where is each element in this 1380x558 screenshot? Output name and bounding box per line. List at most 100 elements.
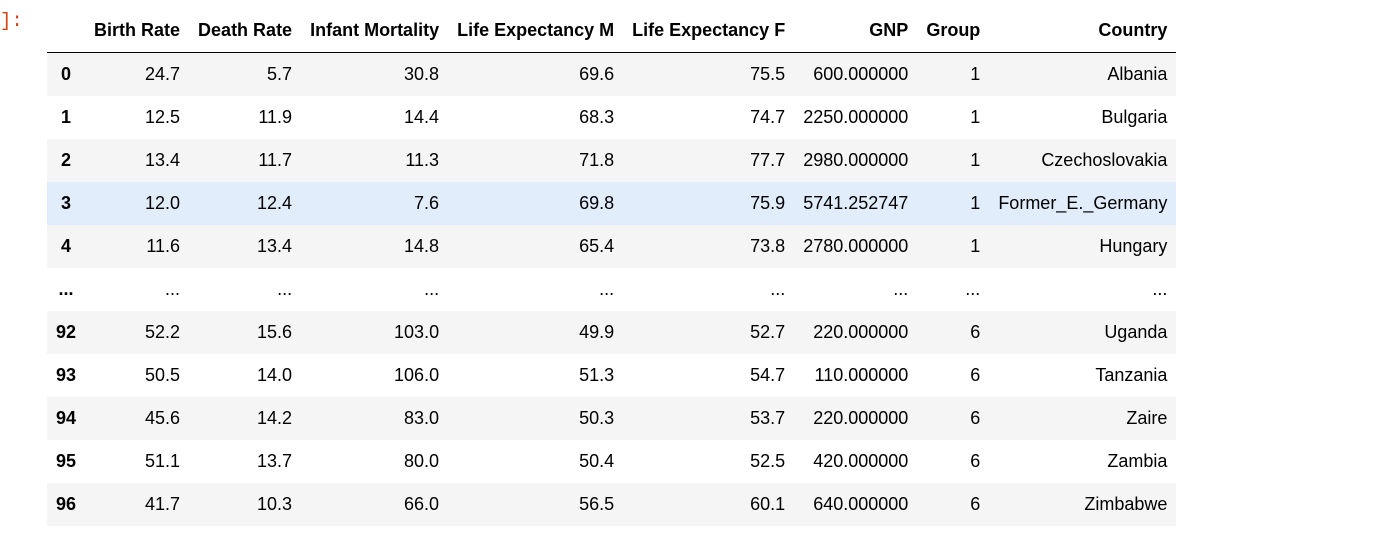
column-header-life-expectancy-f: Life Expectancy F — [623, 8, 795, 53]
cell-gnp: 2980.000000 — [803, 150, 909, 170]
table-row: 96 41.7 10.3 66.0 56.5 60.1 640.000000 6 Zimbabw… — [47, 482, 1177, 526]
cell-birth-rate: 24.7 — [145, 64, 181, 85]
cell-life-expectancy-f: 77.7 — [750, 150, 786, 170]
cell-group: 1 — [970, 107, 981, 127]
table-row: 1 12.5 11.9 14.4 68.3 74.7 2250.000000 1 Bulgari… — [47, 95, 1177, 139]
cell-infant-mortality: 7.6 — [414, 193, 440, 213]
column-header-death-rate: Death Rate — [189, 8, 302, 53]
cell-infant-mortality: ... — [424, 279, 440, 299]
cell-life-expectancy-m: 65.4 — [579, 236, 615, 256]
cell-country: Zimbabwe — [1084, 494, 1168, 514]
cell-life-expectancy-f: 52.7 — [750, 322, 786, 342]
cell-birth-rate: 12.0 — [145, 193, 181, 213]
cell-group: 6 — [970, 408, 981, 428]
cell-death-rate: 11.9 — [258, 107, 293, 127]
cell-life-expectancy-f: 60.1 — [750, 494, 786, 514]
header-row: Birth Rate Death Rate Infant Mortality L… — [47, 8, 1177, 53]
cell-infant-mortality: 30.8 — [404, 64, 440, 85]
cell-life-expectancy-f: ... — [770, 279, 786, 299]
cell-life-expectancy-m: 68.3 — [579, 107, 615, 127]
cell-country: Uganda — [1104, 322, 1168, 342]
cell-death-rate: 12.4 — [257, 193, 293, 213]
column-header-gnp: GNP — [794, 8, 918, 53]
cell-death-rate: 11.7 — [258, 150, 293, 170]
cell-life-expectancy-m: 51.3 — [579, 365, 615, 385]
cell-death-rate: 13.7 — [257, 451, 293, 471]
cell-birth-rate: 45.6 — [145, 408, 181, 428]
dataframe-table: Birth Rate Death Rate Infant Mortality L… — [47, 8, 1177, 526]
cell-group: 6 — [970, 365, 981, 385]
column-header-group: Group — [917, 8, 990, 53]
table-row: 3 12.0 12.4 7.6 69.8 75.9 5741.252747 1 Former_E… — [47, 181, 1177, 225]
cell-infant-mortality: 103.0 — [394, 322, 440, 342]
cell-death-rate: 13.4 — [257, 236, 293, 256]
cell-group: 1 — [970, 193, 981, 213]
cell-life-expectancy-f: 75.9 — [750, 193, 786, 213]
cell-gnp: 110.000000 — [814, 365, 909, 385]
cell-life-expectancy-m: 50.3 — [579, 408, 615, 428]
cell-gnp: 2250.000000 — [803, 107, 909, 127]
cell-infant-mortality: 14.8 — [404, 236, 440, 256]
cell-life-expectancy-f: 53.7 — [750, 408, 786, 428]
cell-death-rate: ... — [277, 279, 293, 299]
row-index: ... — [58, 279, 74, 299]
cell-infant-mortality: 11.3 — [405, 150, 440, 170]
cell-life-expectancy-f: 74.7 — [750, 107, 786, 127]
row-index: 2 — [61, 150, 72, 170]
cell-infant-mortality: 66.0 — [404, 494, 440, 514]
row-index: 0 — [61, 64, 72, 85]
row-index: 3 — [61, 193, 72, 213]
cell-birth-rate: 52.2 — [145, 322, 181, 342]
cell-life-expectancy-f: 75.5 — [750, 64, 786, 85]
cell-life-expectancy-m: 49.9 — [579, 322, 615, 342]
cell-death-rate: 14.0 — [257, 365, 293, 385]
table-header: Birth Rate Death Rate Infant Mortality L… — [47, 8, 1177, 53]
cell-country: Hungary — [1099, 236, 1168, 256]
column-header-birth-rate: Birth Rate — [85, 8, 190, 53]
table-row: 4 11.6 13.4 14.8 65.4 73.8 2780.000000 1 Hungary — [47, 224, 1177, 268]
cell-life-expectancy-m: 69.8 — [579, 193, 615, 213]
column-header-country: Country — [989, 8, 1177, 53]
cell-life-expectancy-m: 56.5 — [579, 494, 615, 514]
cell-country: Bulgaria — [1101, 107, 1168, 127]
cell-birth-rate: 11.6 — [146, 236, 181, 256]
row-index: 1 — [61, 107, 72, 127]
table-row: 92 52.2 15.6 103.0 49.9 52.7 220.000000 6 Uganda — [47, 310, 1177, 354]
row-index: 96 — [56, 494, 77, 514]
cell-infant-mortality: 106.0 — [394, 365, 440, 385]
cell-life-expectancy-m: ... — [599, 279, 615, 299]
cell-life-expectancy-m: 50.4 — [579, 451, 615, 471]
cell-group: 6 — [970, 451, 981, 471]
cell-gnp: 600.000000 — [813, 64, 909, 85]
cell-country: Czechoslovakia — [1041, 150, 1168, 170]
row-index: 95 — [56, 451, 77, 471]
cell-death-rate: 15.6 — [257, 322, 293, 342]
cell-life-expectancy-m: 69.6 — [579, 64, 615, 85]
cell-infant-mortality: 14.4 — [404, 107, 440, 127]
cell-birth-rate: 51.1 — [145, 451, 181, 471]
table-row: 93 50.5 14.0 106.0 51.3 54.7 110.000000 6 Tanzan… — [47, 353, 1177, 397]
cell-country: Tanzania — [1095, 365, 1168, 385]
cell-gnp: 220.000000 — [813, 408, 909, 428]
cell-death-rate: 14.2 — [257, 408, 293, 428]
table-row: 95 51.1 13.7 80.0 50.4 52.5 420.000000 6 Zambia — [47, 439, 1177, 483]
cell-birth-rate: 50.5 — [145, 365, 181, 385]
cell-group: 1 — [970, 64, 981, 85]
cell-prompt: ]: — [0, 10, 23, 32]
cell-country: Former_E._Germany — [998, 193, 1168, 213]
cell-gnp: 220.000000 — [813, 322, 909, 342]
row-index: 4 — [61, 236, 72, 256]
cell-group: 1 — [970, 150, 981, 170]
column-header-index — [47, 8, 86, 53]
cell-group: 1 — [970, 236, 981, 256]
cell-life-expectancy-m: 71.8 — [579, 150, 615, 170]
column-header-life-expectancy-m: Life Expectancy M — [448, 8, 624, 53]
cell-country: ... — [1152, 279, 1168, 299]
table-row: 94 45.6 14.2 83.0 50.3 53.7 220.000000 6 Zaire — [47, 396, 1177, 440]
cell-country: Zaire — [1126, 408, 1168, 428]
cell-infant-mortality: 80.0 — [404, 451, 440, 471]
ellipsis-row: ........................... — [47, 267, 1177, 311]
column-header-infant-mortality: Infant Mortality — [301, 8, 449, 53]
cell-group: ... — [965, 279, 981, 299]
cell-birth-rate: 12.5 — [145, 107, 181, 127]
